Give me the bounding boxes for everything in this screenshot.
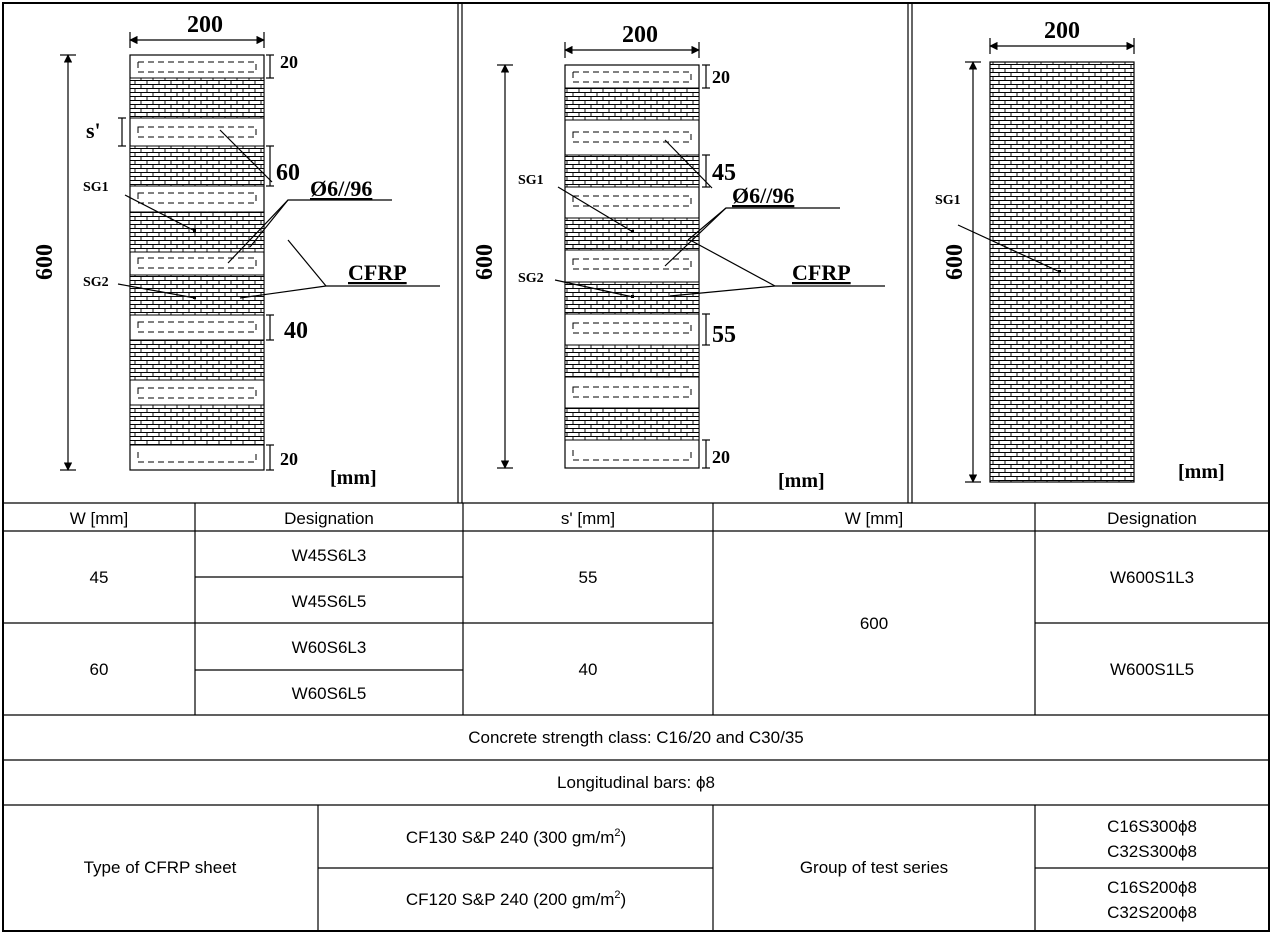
group-of-test-series-label: Group of test series [800,858,948,877]
left-bottom-cover-label: 20 [280,449,298,469]
right-width-label: 200 [1044,18,1080,44]
middle-strip-gap-label: 45 [712,160,736,186]
left-strip-gap-label: 60 [276,160,300,186]
group1-s: 55 [579,568,598,587]
middle-height-label: 600 [472,244,498,280]
group2-designation-2: W60S6L5 [292,684,367,703]
left-sg2-label: SG2 [83,275,109,290]
left-cfrp-label: CFRP [348,260,407,285]
header-w-1: W [mm] [70,509,129,528]
header-designation-2: Designation [1107,509,1197,528]
group1-designation-1: W45S6L3 [292,546,367,565]
full-designation-2: W600S1L5 [1110,660,1194,679]
left-unit-label: [mm] [330,467,377,489]
right-height-label: 600 [942,244,968,280]
cfrp-type-label: Type of CFRP sheet [84,858,237,877]
left-top-cover-label: 20 [280,52,298,72]
group1-designation-2: W45S6L5 [292,592,367,611]
series-3: C16S200ϕ8 [1107,878,1197,897]
concrete-class-row: Concrete strength class: C16/20 and C30/… [468,728,803,747]
middle-width-label: 200 [622,22,658,48]
right-column-drawing: 200 600 SG1 [mm] [935,18,1225,483]
full-designation-1: W600S1L3 [1110,568,1194,587]
series-2: C32S300ϕ8 [1107,842,1197,861]
left-width-label: 200 [187,12,223,38]
middle-bottom-cover-label: 20 [712,447,730,467]
group2-s: 40 [579,660,598,679]
header-w-2: W [mm] [845,509,904,528]
group2-w: 60 [90,660,109,679]
middle-sg1-label: SG1 [518,173,544,188]
left-clear-gap-label: 40 [284,318,308,344]
middle-sg2-label: SG2 [518,271,544,286]
series-1: C16S300ϕ8 [1107,817,1197,836]
left-height-label: 600 [32,244,58,280]
middle-top-cover-label: 20 [712,67,730,87]
right-sg1-label: SG1 [935,193,961,208]
full-w: 600 [860,614,888,633]
middle-cfrp-label: CFRP [792,260,851,285]
left-sg1-label: SG1 [83,180,109,195]
header-designation-1: Designation [284,509,374,528]
header-s-prime: s' [mm] [561,509,615,528]
left-stirrup-label: Ø6//96 [310,176,372,201]
series-4: C32S200ϕ8 [1107,903,1197,922]
middle-clear-gap-label: 55 [712,322,736,348]
cfrp-sheet-2: CF120 S&P 240 (200 gm/m2) [406,889,626,909]
middle-unit-label: [mm] [778,470,825,492]
group1-w: 45 [90,568,109,587]
left-s-prime-label: s' [86,118,101,143]
middle-stirrup-label: Ø6//96 [732,183,794,208]
longitudinal-bars-row: Longitudinal bars: ϕ8 [557,773,715,792]
group2-designation-1: W60S6L3 [292,638,367,657]
middle-column-drawing: 200 600 20 20 45 Ø6//96 CFRP 55 SG1 SG2 … [472,22,885,492]
right-unit-label: [mm] [1178,461,1225,483]
cfrp-sheet-1: CF130 S&P 240 (300 gm/m2) [406,827,626,847]
specimen-table: W [mm] Designation s' [mm] W [mm] Design… [3,503,1269,931]
left-column-drawing: 200 600 20 20 s' 60 Ø6//96 CFRP 40 SG1 S… [32,12,440,489]
